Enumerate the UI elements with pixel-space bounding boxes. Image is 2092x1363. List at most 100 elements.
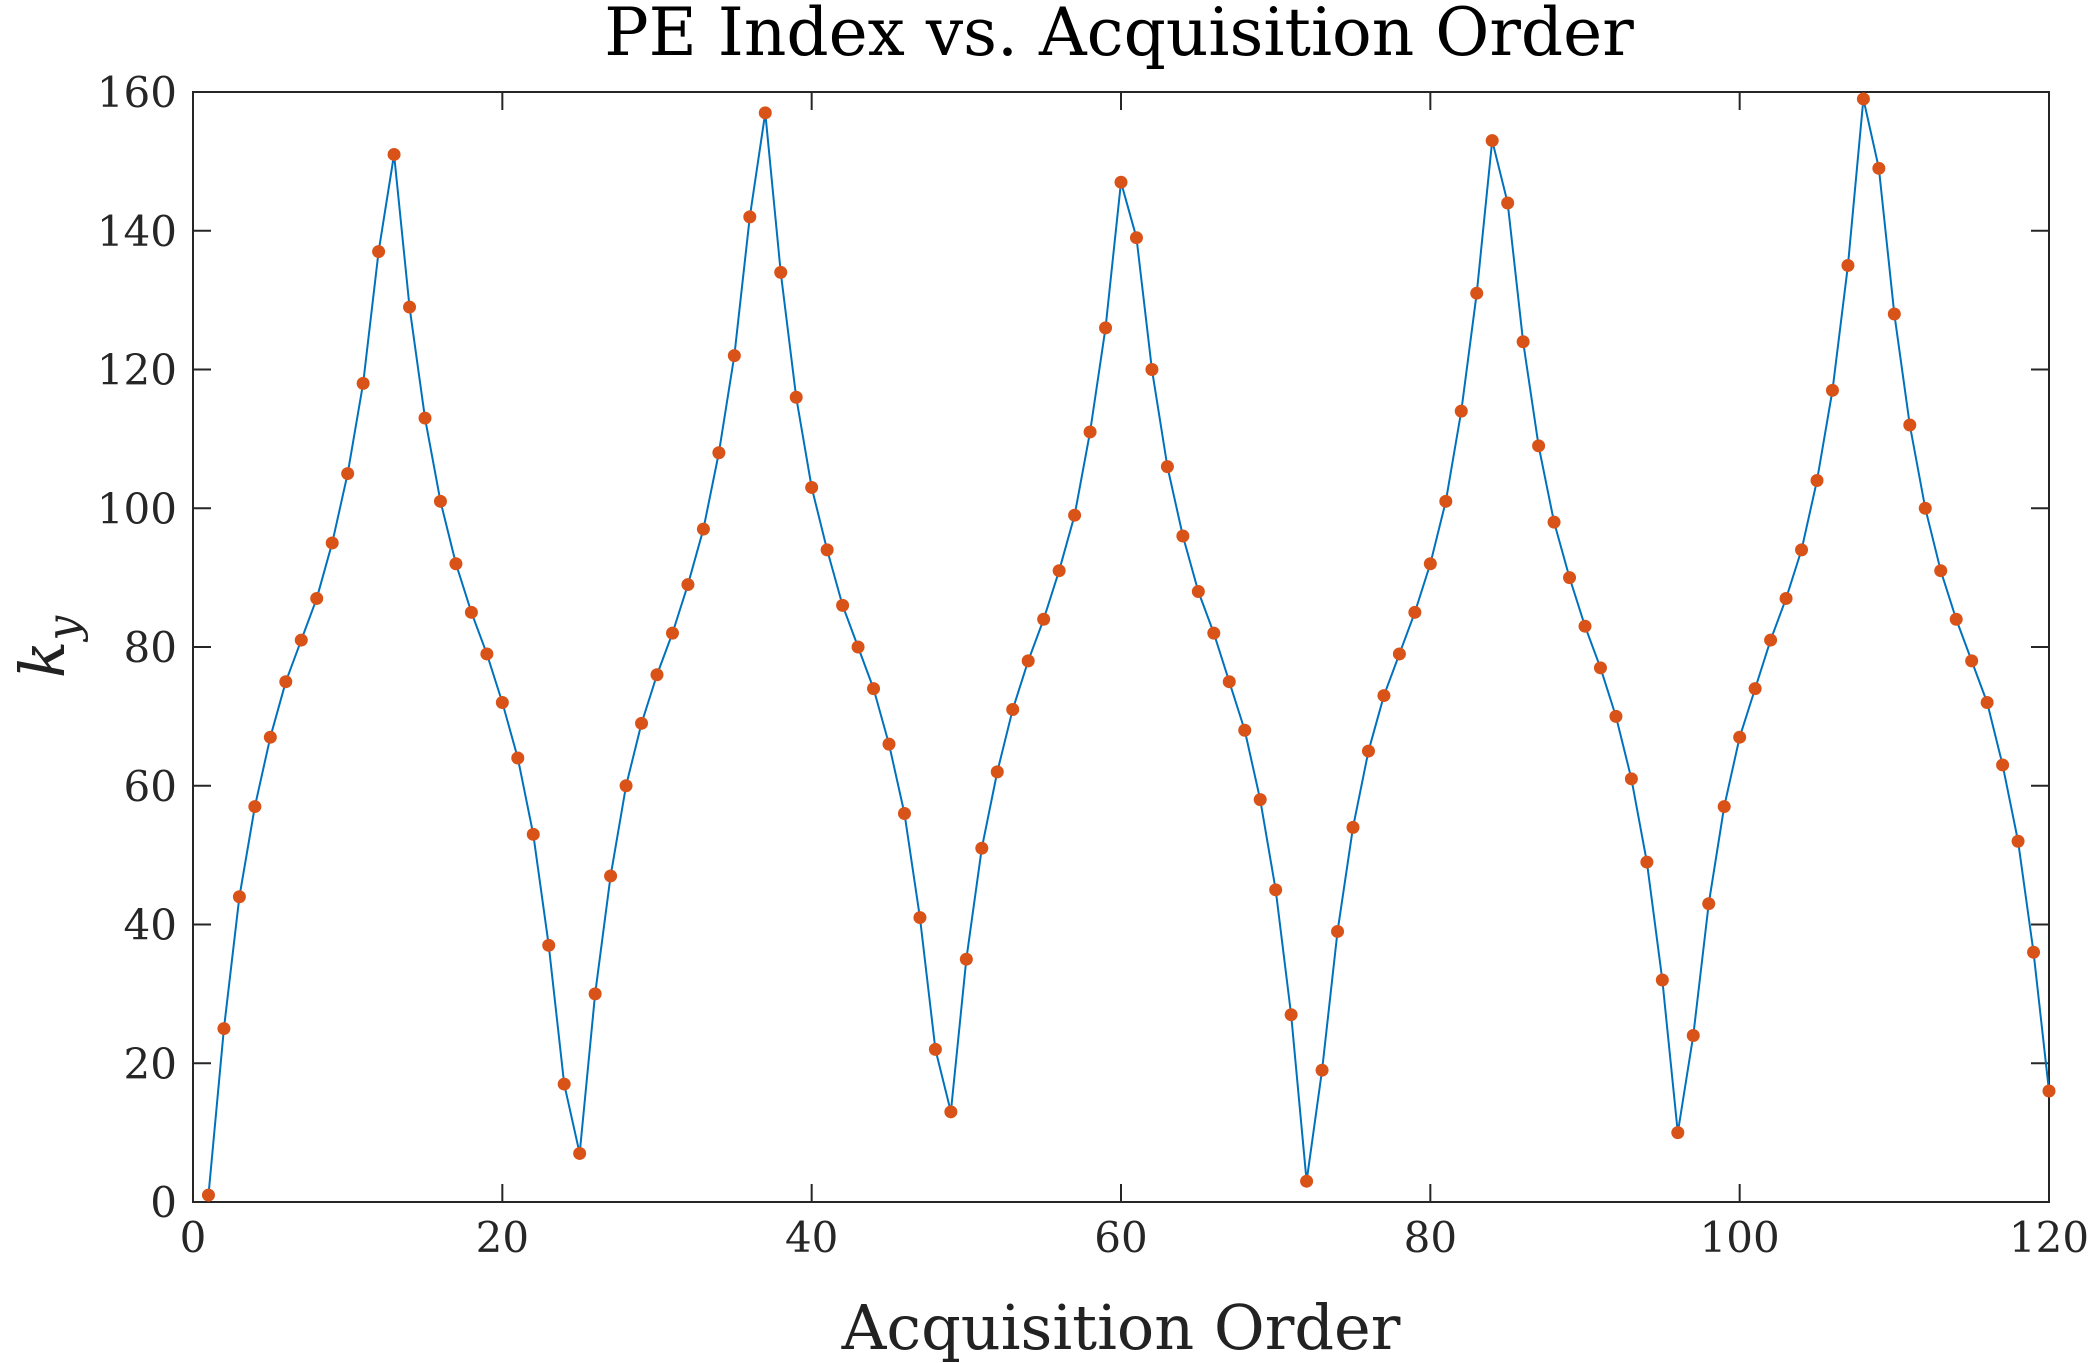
data-point: [1315, 1063, 1329, 1077]
data-point: [681, 578, 695, 592]
data-point: [1501, 196, 1515, 210]
data-point: [1810, 474, 1824, 487]
data-point: [1392, 647, 1406, 661]
x-tick-label: 20: [476, 1213, 529, 1262]
data-point: [1439, 494, 1453, 508]
x-axis-label: Acquisition Order: [841, 1291, 1401, 1363]
data-point: [1903, 418, 1917, 432]
data-point: [1980, 696, 1994, 709]
x-tick-label: 100: [1700, 1213, 1780, 1262]
data-point: [1114, 175, 1128, 189]
data-point: [1516, 335, 1530, 349]
data-point: [1423, 557, 1437, 571]
data-point: [2042, 1084, 2056, 1098]
axis-ticks: [192, 91, 2050, 1203]
data-point: [774, 265, 788, 279]
data-point: [1176, 529, 1190, 543]
y-tick-label: 120: [97, 346, 177, 395]
y-tick-label: 160: [97, 68, 177, 117]
data-point: [573, 1146, 587, 1160]
data-point: [495, 696, 509, 709]
data-point: [449, 557, 463, 571]
data-point: [867, 682, 881, 696]
x-tick-label: 40: [785, 1213, 838, 1262]
data-point: [1547, 515, 1561, 529]
data-point: [727, 349, 741, 363]
y-tick-label: 60: [124, 762, 177, 811]
data-point: [1934, 564, 1948, 578]
data-point: [1702, 897, 1716, 911]
x-tick-label: 60: [1094, 1213, 1147, 1262]
data-point: [897, 807, 911, 820]
data-point: [387, 147, 401, 161]
data-point: [418, 411, 432, 425]
data-point: [650, 668, 664, 682]
data-point: [1037, 612, 1051, 626]
data-point: [1454, 404, 1468, 418]
data-point: [1996, 758, 2010, 772]
data-point: [944, 1105, 958, 1119]
y-tick-label: 140: [97, 207, 177, 256]
data-point: [851, 640, 865, 654]
data-point: [1485, 134, 1499, 148]
data-point: [712, 446, 726, 460]
y-axis-label-main: k: [6, 641, 79, 679]
data-point: [1470, 286, 1484, 300]
data-point: [341, 467, 355, 481]
data-point: [975, 841, 989, 855]
data-point: [758, 106, 772, 120]
data-point: [1841, 258, 1855, 272]
data-point: [1052, 564, 1066, 578]
data-point: [696, 522, 710, 536]
chart-title: PE Index vs. Acquisition Order: [604, 0, 1634, 71]
data-point: [1408, 605, 1422, 619]
data-point: [789, 390, 803, 404]
data-point: [263, 730, 277, 744]
data-point: [588, 987, 602, 1001]
data-point: [1872, 161, 1886, 175]
data-point: [1671, 1126, 1685, 1140]
data-point: [1346, 820, 1360, 834]
x-tick-label: 120: [2009, 1213, 2089, 1262]
data-point: [913, 911, 927, 925]
data-point: [557, 1077, 571, 1091]
data-point: [511, 751, 525, 765]
tick-labels: 0 20 40 60 80 100 120 0 20 40 60 80 100 120 140 160: [97, 68, 2089, 1262]
data-point: [1779, 591, 1793, 605]
data-point: [1021, 654, 1035, 668]
data-point: [217, 1022, 231, 1036]
data-point: [990, 765, 1004, 779]
data-point: [464, 605, 478, 619]
data-point: [1609, 709, 1623, 723]
data-point: [1361, 744, 1375, 758]
data-point: [1532, 439, 1546, 453]
data-point: [1593, 661, 1607, 675]
data-point: [665, 626, 679, 640]
data-point: [1655, 973, 1669, 987]
data-point: [1563, 571, 1577, 585]
data-point: [356, 376, 370, 390]
data-point: [480, 647, 494, 661]
series-layer: [201, 92, 2056, 1202]
data-point: [1748, 682, 1762, 696]
data-point: [1083, 425, 1097, 439]
data-point: [1284, 1008, 1298, 1022]
data-point: [1253, 793, 1267, 807]
y-tick-label: 40: [124, 901, 177, 950]
data-point: [635, 716, 649, 730]
data-point: [619, 779, 633, 793]
data-point: [1129, 231, 1143, 245]
data-point: [310, 591, 324, 605]
data-point: [1949, 612, 1963, 626]
data-point: [1856, 92, 1870, 106]
data-point: [542, 938, 556, 952]
data-point: [959, 952, 973, 966]
data-point: [1269, 883, 1283, 897]
data-point: [1624, 772, 1638, 786]
data-point: [928, 1042, 942, 1056]
data-point: [1160, 460, 1174, 474]
data-point: [882, 737, 896, 751]
data-point: [1918, 501, 1932, 515]
data-point: [2011, 834, 2025, 848]
